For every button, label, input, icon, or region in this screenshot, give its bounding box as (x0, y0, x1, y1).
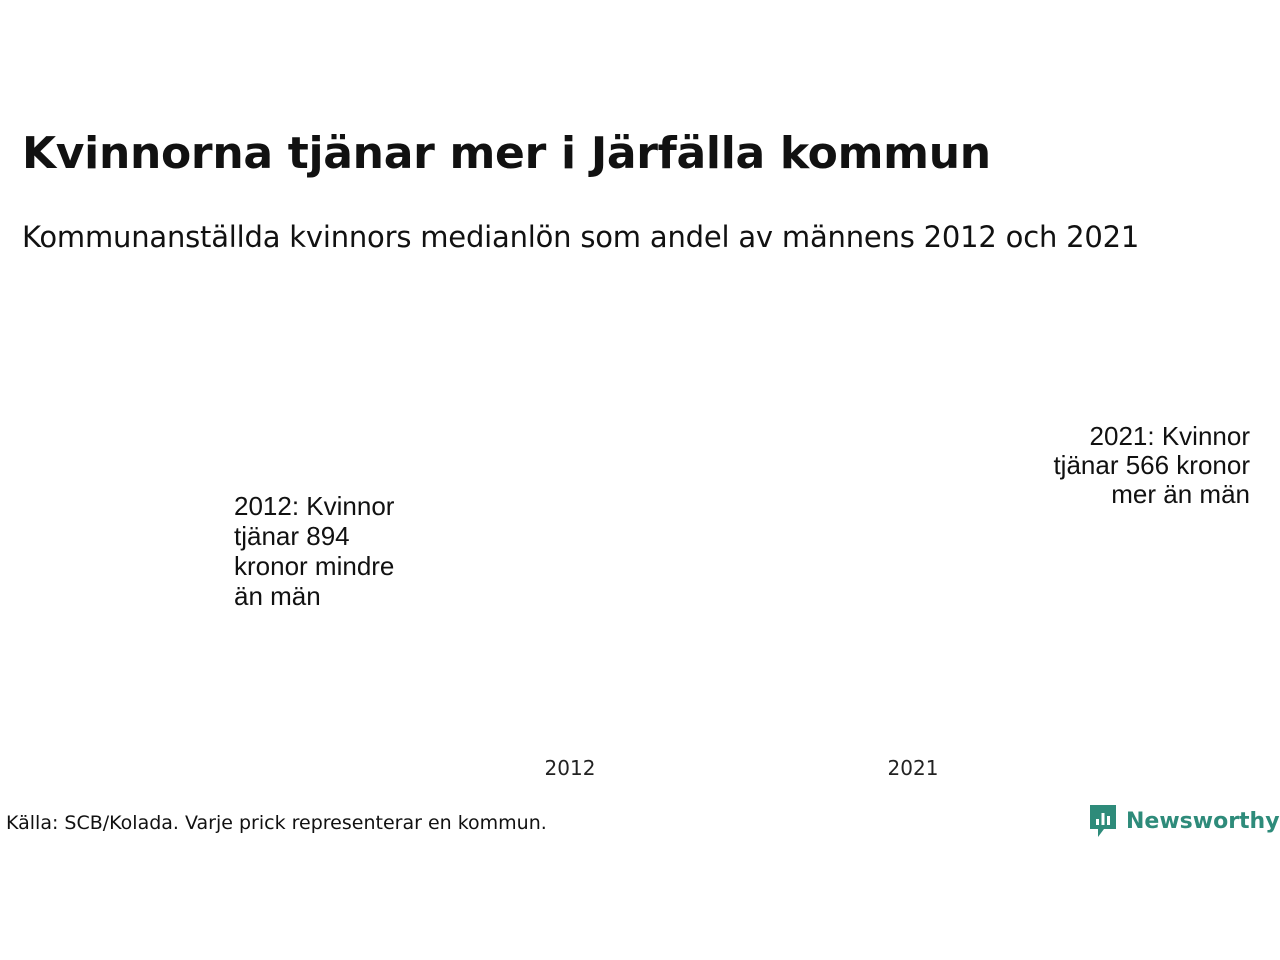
chart-subtitle: Kommunanställda kvinnors medianlön som a… (22, 220, 1140, 254)
annotation-2021-line-2: mer än män (1111, 479, 1250, 509)
annotation-2012-line-2: kronor mindre (234, 551, 394, 581)
brand-name: Newsworthy (1126, 808, 1280, 834)
chart-title: Kvinnorna tjänar mer i Järfälla kommun (22, 128, 991, 179)
source-note: Källa: SCB/Kolada. Varje prick represent… (6, 812, 547, 834)
x-tick-label-1: 2021 (888, 756, 939, 780)
annotation-2021-line-1: tjänar 566 kronor (1053, 450, 1250, 480)
newsworthy-logo-icon (1090, 805, 1116, 837)
newsworthy-logo: Newsworthy (1088, 803, 1280, 839)
annotation-2012-line-3: än män (234, 581, 321, 611)
axis-tick-labels: 90 %95 %105 %110 %Medianlön män20122021 (545, 756, 939, 780)
annotation-2012-line-1: tjänar 894 (234, 521, 350, 551)
annotation-2021-line-0: 2021: Kvinnor (1090, 421, 1251, 451)
annotation-2012-line-0: 2012: Kvinnor (234, 491, 395, 521)
x-tick-label-0: 2012 (545, 756, 596, 780)
